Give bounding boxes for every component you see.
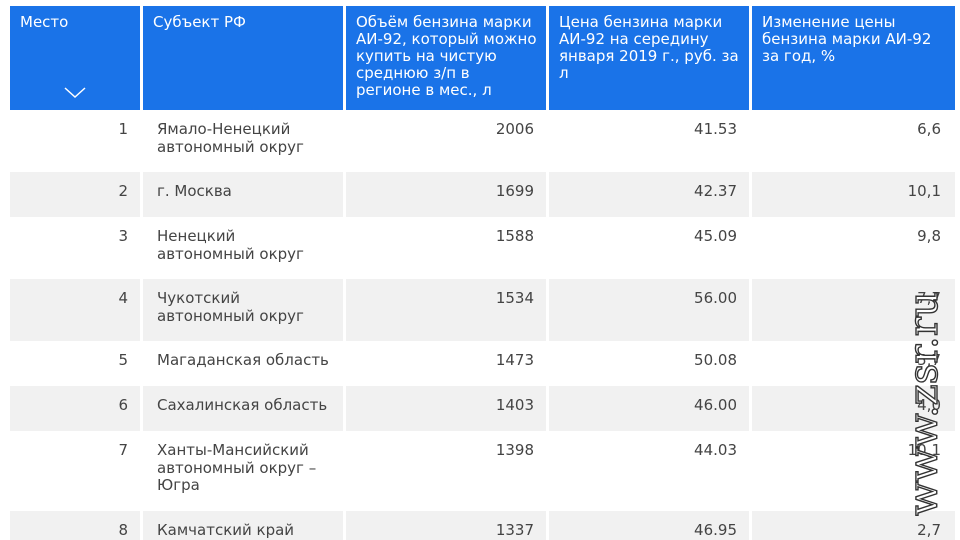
header-label: Объём бензина марки АИ-92, который можно… [356,13,537,99]
header-label: Цена бензина марки АИ-92 на середину янв… [559,13,739,82]
price-cell: 46.00 [549,386,749,431]
table-header: Место Субъект РФ Объём бензина марки АИ-… [0,6,960,110]
place-cell: 4 [10,279,140,341]
price-cell: 45.09 [694,227,737,245]
volume-cell: 1534 [346,279,546,341]
place-cell: 1 [118,120,128,138]
change-cell: 4,0 [752,386,955,431]
column-header-region[interactable]: Субъект РФ [143,6,343,110]
place-cell: 2 [10,172,140,217]
place-cell: 7 [118,441,128,459]
change-cell: 6,6 [917,120,941,138]
volume-cell: 1403 [346,386,546,431]
price-cell: 44.03 [694,441,737,459]
column-header-place[interactable]: Место [10,6,140,110]
price-cell: 42.37 [549,172,749,217]
place-cell: 5 [118,351,128,369]
change-cell: 5,7 [917,351,941,369]
header-label: Изменение цены бензина марки АИ-92 за го… [762,13,932,65]
volume-cell: 1699 [346,172,546,217]
region-cell: Ханты-Мансийский автономный округ – Югра [157,441,317,494]
place-cell: 3 [118,227,128,245]
change-cell: 10,1 [907,441,941,459]
table-row: 1 Ямало-Ненецкий автономный округ 2006 4… [0,110,960,172]
price-cell: 41.53 [694,120,737,138]
column-header-change[interactable]: Изменение цены бензина марки АИ-92 за го… [752,6,955,110]
table-row: 5 Магаданская область 1473 50.08 5,7 [0,341,960,386]
volume-cell: 1473 [495,351,534,369]
price-cell: 46.95 [549,511,749,540]
volume-cell: 1337 [346,511,546,540]
chevron-down-icon[interactable] [64,86,86,100]
table-row: 4 Чукотский автономный округ 1534 56.00 … [0,279,960,341]
place-cell: 6 [10,386,140,431]
place-cell: 8 [10,511,140,540]
region-cell: Сахалинская область [143,386,343,431]
volume-cell: 1588 [495,227,534,245]
column-header-price[interactable]: Цена бензина марки АИ-92 на середину янв… [549,6,749,110]
region-cell: Чукотский автономный округ [143,279,343,341]
table-row: 6 Сахалинская область 1403 46.00 4,0 [0,386,960,431]
price-cell: 56.00 [549,279,749,341]
column-header-volume[interactable]: Объём бензина марки АИ-92, который можно… [346,6,546,110]
region-cell: г. Москва [143,172,343,217]
region-cell: Ямало-Ненецкий автономный округ [157,120,304,156]
change-cell: 10,1 [752,172,955,217]
table-row: 2 г. Москва 1699 42.37 10,1 [0,172,960,217]
region-cell: Камчатский край [143,511,343,540]
header-label: Место [20,13,69,31]
volume-cell: 1398 [495,441,534,459]
table-row: 7 Ханты-Мансийский автономный округ – Юг… [0,431,960,511]
table-row: 8 Камчатский край 1337 46.95 2,7 [0,511,960,540]
change-cell: 9,8 [917,227,941,245]
change-cell: 2,7 [752,511,955,540]
table-row: 3 Ненецкий автономный округ 1588 45.09 9… [0,217,960,279]
header-label: Субъект РФ [153,13,246,31]
price-cell: 50.08 [694,351,737,369]
region-cell: Ненецкий автономный округ [157,227,304,263]
region-cell: Магаданская область [157,351,329,369]
volume-cell: 2006 [495,120,534,138]
change-cell: 7,7 [752,279,955,341]
